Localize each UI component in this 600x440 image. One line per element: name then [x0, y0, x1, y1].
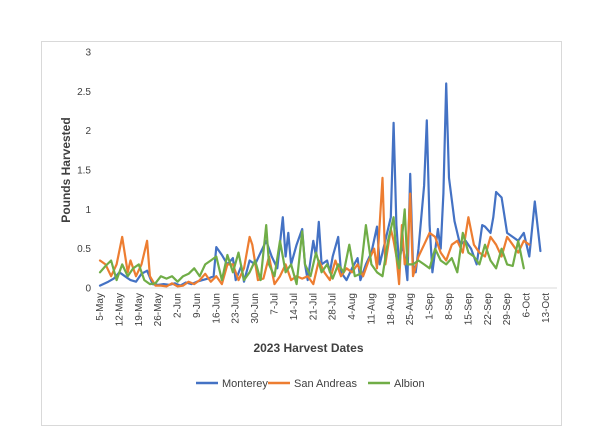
series-line-albion	[98, 208, 525, 286]
x-tick-label: 28-Jul	[328, 293, 339, 320]
x-tick-label: 22-Sep	[483, 293, 494, 326]
legend: Monterey San Andreas Albion	[196, 378, 425, 390]
x-tick-label: 25-Aug	[405, 293, 416, 325]
y-tick-label: 2	[85, 126, 91, 137]
x-tick-label: 8-Sep	[444, 293, 455, 320]
x-tick-label: 30-Jun	[250, 293, 261, 324]
x-tick-label: 4-Aug	[347, 293, 358, 320]
y-tick-labels: 0 0.5 1 1.5 2 2.5 3	[77, 48, 91, 295]
x-tick-label: 19-May	[134, 293, 145, 326]
x-tick-label: 23-Jun	[231, 293, 242, 324]
x-tick-label: 6-Oct	[522, 293, 533, 318]
legend-label: Albion	[394, 378, 425, 390]
series-line-monterey	[98, 82, 542, 287]
x-tick-label: 5-May	[95, 293, 106, 321]
y-tick-label: 0.5	[77, 244, 91, 255]
x-tick-label: 15-Sep	[463, 293, 474, 326]
x-tick-label: 12-May	[114, 293, 125, 326]
x-tick-label: 9-Jun	[192, 293, 203, 318]
x-tick-label: 1-Sep	[425, 293, 436, 320]
x-tick-label: 16-Jun	[211, 293, 222, 324]
x-tick-label: 2-Jun	[173, 293, 184, 318]
x-tick-label: 21-Jul	[308, 293, 319, 320]
legend-label: San Andreas	[294, 378, 357, 390]
y-tick-label: 1	[85, 205, 91, 216]
x-tick-label: 7-Jul	[269, 293, 280, 315]
series-lines	[98, 82, 542, 288]
x-tick-label: 18-Aug	[386, 293, 397, 325]
y-tick-label: 0	[85, 284, 91, 295]
x-tick-label: 26-May	[153, 293, 164, 326]
x-axis-title: 2023 Harvest Dates	[253, 341, 363, 355]
y-tick-label: 1.5	[77, 166, 91, 177]
legend-label: Monterey	[222, 378, 268, 390]
x-tick-labels: 5-May 12-May 19-May 26-May 2-Jun 9-Jun 16-Jun 2…	[95, 293, 552, 327]
x-tick-label: 13-Oct	[541, 293, 552, 323]
y-axis-title: Pounds Harvested	[59, 117, 73, 222]
x-tick-label: 29-Sep	[502, 293, 513, 326]
y-tick-label: 2.5	[77, 87, 91, 98]
series-line-san-andreas	[98, 176, 531, 288]
x-tick-label: 14-Jul	[289, 293, 300, 320]
x-tick-label: 11-Aug	[366, 293, 377, 325]
y-tick-label: 3	[85, 48, 91, 59]
